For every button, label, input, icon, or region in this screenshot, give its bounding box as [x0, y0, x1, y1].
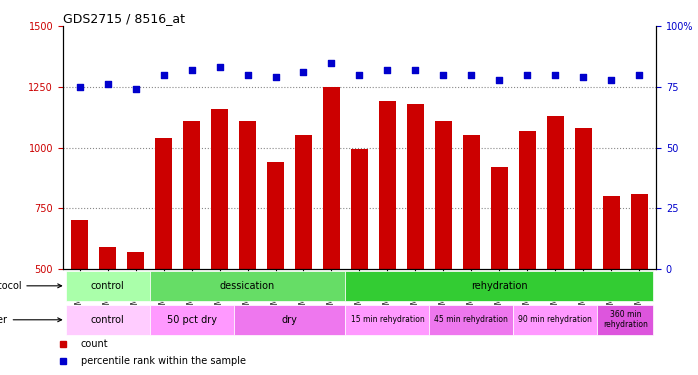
Bar	[239, 121, 256, 375]
Point	[438, 72, 449, 78]
Bar	[66, 270, 149, 301]
Point	[410, 67, 421, 73]
Point	[270, 74, 281, 80]
Bar	[155, 138, 172, 375]
Bar	[346, 270, 653, 301]
Bar	[295, 135, 312, 375]
Text: 15 min rehydration: 15 min rehydration	[350, 315, 424, 324]
Bar	[435, 121, 452, 375]
Text: dessication: dessication	[220, 281, 275, 291]
Point	[522, 72, 533, 78]
Point	[242, 72, 253, 78]
Bar	[267, 162, 284, 375]
Text: 90 min rehydration: 90 min rehydration	[519, 315, 593, 324]
Text: rehydration: rehydration	[471, 281, 528, 291]
Bar	[234, 304, 346, 335]
Point	[606, 76, 617, 82]
Bar	[547, 116, 564, 375]
Bar	[66, 304, 149, 335]
Text: control: control	[91, 315, 124, 325]
Point	[578, 74, 589, 80]
Point	[102, 81, 113, 87]
Bar	[491, 167, 507, 375]
Bar	[149, 304, 234, 335]
Text: 45 min rehydration: 45 min rehydration	[434, 315, 508, 324]
Bar	[99, 247, 116, 375]
Point	[298, 69, 309, 75]
Bar	[149, 270, 346, 301]
Point	[74, 84, 85, 90]
Bar	[183, 121, 200, 375]
Bar	[597, 304, 653, 335]
Text: dry: dry	[281, 315, 297, 325]
Bar	[514, 304, 597, 335]
Bar	[127, 252, 144, 375]
Bar	[323, 87, 340, 375]
Point	[326, 60, 337, 66]
Bar	[463, 135, 480, 375]
Bar	[407, 104, 424, 375]
Text: 50 pct dry: 50 pct dry	[167, 315, 216, 325]
Bar	[211, 109, 228, 375]
Bar	[631, 194, 648, 375]
Bar	[429, 304, 514, 335]
Point	[550, 72, 561, 78]
Point	[493, 76, 505, 82]
Point	[214, 64, 225, 70]
Point	[158, 72, 169, 78]
Bar	[346, 304, 429, 335]
Bar	[379, 102, 396, 375]
Point	[382, 67, 393, 73]
Bar	[519, 130, 536, 375]
Point	[130, 86, 141, 92]
Point	[634, 72, 645, 78]
Point	[186, 67, 197, 73]
Bar	[71, 220, 88, 375]
Bar	[603, 196, 620, 375]
Bar	[351, 149, 368, 375]
Text: count: count	[80, 339, 108, 350]
Text: other: other	[0, 315, 61, 325]
Bar	[575, 128, 592, 375]
Text: 360 min
rehydration: 360 min rehydration	[603, 310, 648, 330]
Point	[466, 72, 477, 78]
Point	[354, 72, 365, 78]
Text: protocol: protocol	[0, 281, 61, 291]
Text: control: control	[91, 281, 124, 291]
Text: percentile rank within the sample: percentile rank within the sample	[80, 356, 246, 366]
Text: GDS2715 / 8516_at: GDS2715 / 8516_at	[63, 12, 185, 25]
